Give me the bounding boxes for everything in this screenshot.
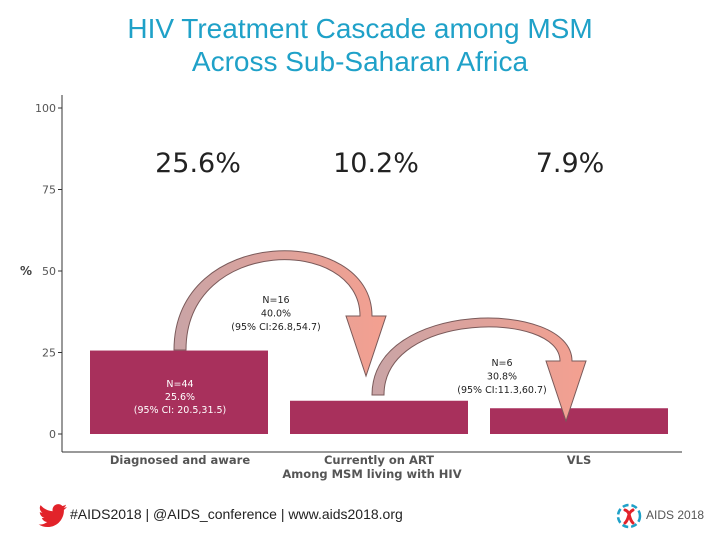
headline-value: 25.6% [155,148,241,179]
twitter-bird-icon [38,504,67,528]
y-tick-label: 25 [42,347,56,360]
aids2018-logo-icon [616,503,642,529]
x-tick-label: Diagnosed and aware [110,453,250,467]
arrow-diagnosed-to-art [173,250,387,378]
y-axis-label: % [20,264,32,278]
bar-2 [290,400,468,434]
slide-title-line-2: Across Sub-Saharan Africa [191,46,529,77]
y-tick-label: 75 [42,184,56,197]
slide-title: HIV Treatment Cascade among MSM Across S… [0,12,720,78]
bar-label-line: N=44 [166,379,193,390]
arrow-annotation-line: 40.0% [261,309,291,320]
arrow-art-to-vls [371,317,587,423]
x-tick-label: Currently on ART [324,453,434,467]
footer-text: #AIDS2018 | @AIDS_conference | www.aids2… [70,506,403,522]
bar-1 [90,350,268,434]
headline-value: 7.9% [536,148,605,179]
y-tick-label: 100 [35,102,56,115]
arrow-annotation-line: (95% CI:26.8,54.7) [231,322,321,333]
arrow-annotation-line: (95% CI:11.3,60.7) [457,385,547,396]
arrow-annotation-line: 30.8% [487,372,517,383]
arrow-annotation-line: N=6 [491,358,512,369]
bar-label-line: 25.6% [165,392,195,403]
bar-label-line: (95% CI: 20.5,31.5) [134,405,227,416]
x-tick-label: VLS [567,453,592,467]
y-tick-label: 50 [42,265,56,278]
bar-3 [490,408,668,434]
headline-value: 10.2% [333,148,419,179]
x-axis-label: Among MSM living with HIV [282,467,461,481]
aids2018-logo-text: AIDS 2018 [646,508,705,522]
arrow-annotation-line: N=16 [262,295,289,306]
y-tick-label: 0 [49,428,56,441]
slide-title-line-1: HIV Treatment Cascade among MSM [127,13,593,44]
